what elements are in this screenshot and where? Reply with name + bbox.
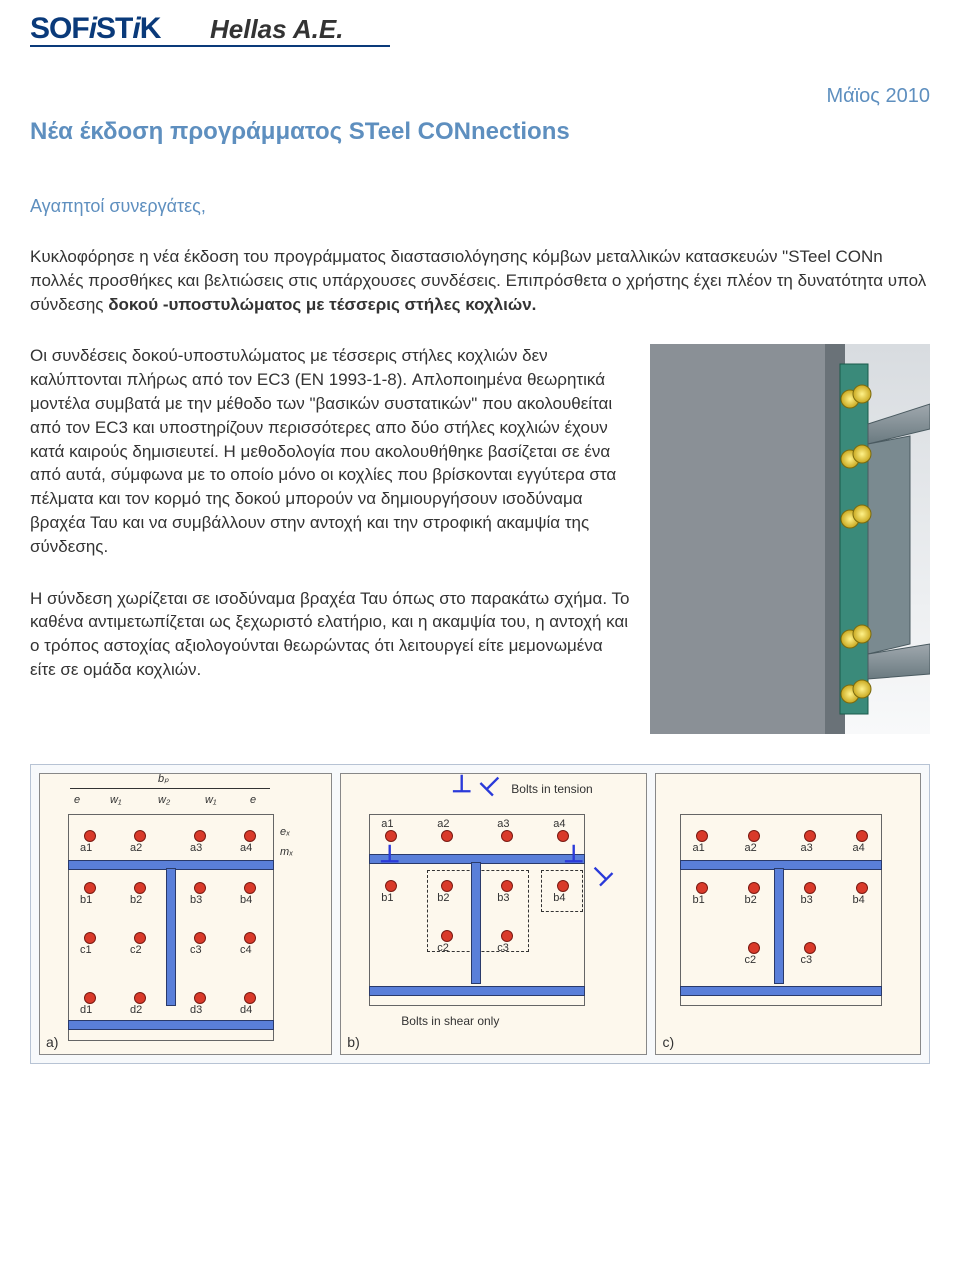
svg-text:Hellas A.E.: Hellas A.E.: [210, 14, 343, 44]
dim-w2: w₂: [158, 794, 170, 806]
page-title: Νέα έκδοση προγράμματος STeel CONnection…: [30, 118, 930, 146]
dim-e2: e: [250, 794, 256, 806]
lblc-b1: b1: [692, 894, 704, 906]
dim-bp: bₚ: [158, 772, 169, 785]
dim-e1: e: [74, 794, 80, 806]
connection-render: [650, 344, 930, 734]
annot-shear: Bolts in shear only: [401, 1014, 521, 1028]
lbl-b4: b4: [240, 894, 252, 906]
lbl-a2: a2: [130, 842, 142, 854]
lblc-a1: a1: [692, 842, 704, 854]
panel-a: bₚ e w₁ w₂ w₁ e a1 a2 a3 a4 eₓ mₓ b1 b2 …: [39, 773, 332, 1055]
date: Μάϊος 2010: [30, 85, 930, 108]
logo-svg: SOFiSTiK Hellas A.E.: [30, 10, 390, 50]
lblb-c3: c3: [497, 942, 509, 954]
lbl-c4: c4: [240, 944, 252, 956]
logo: SOFiSTiK Hellas A.E.: [30, 10, 930, 55]
dim-w1: w₁: [110, 794, 121, 806]
lblc-b2: b2: [744, 894, 756, 906]
lbl-b1: b1: [80, 894, 92, 906]
lblb-a2: a2: [437, 818, 449, 830]
lbl-d2: d2: [130, 1004, 142, 1016]
lbl-c2: c2: [130, 944, 142, 956]
lbl-b2: b2: [130, 894, 142, 906]
annot-tension: Bolts in tension: [511, 782, 592, 796]
greeting: Αγαπητοί συνεργάτες,: [30, 196, 930, 217]
intro-text-bold: δοκού -υποστυλώματος με τέσσερις στήλες …: [108, 295, 536, 314]
dim-mx: mₓ: [280, 846, 293, 858]
dim-w1b: w₁: [205, 794, 216, 806]
panel-b-label: b): [347, 1034, 359, 1050]
lbl-c1: c1: [80, 944, 92, 956]
diagram: bₚ e w₁ w₂ w₁ e a1 a2 a3 a4 eₓ mₓ b1 b2 …: [30, 764, 930, 1064]
lblb-c2: c2: [437, 942, 449, 954]
lbl-a4: a4: [240, 842, 252, 854]
svg-text:SOFiSTiK: SOFiSTiK: [30, 12, 162, 45]
lbl-a1: a1: [80, 842, 92, 854]
lblc-c3: c3: [800, 954, 812, 966]
lblc-b4: b4: [852, 894, 864, 906]
lbl-b3: b3: [190, 894, 202, 906]
paragraph-3: Η σύνδεση χωρίζεται σε ισοδύναμα βραχέα …: [30, 587, 630, 682]
panel-c: a1 a2 a3 a4 b1 b2 b3 b4 c2 c3 c): [655, 773, 921, 1055]
lbl-d1: d1: [80, 1004, 92, 1016]
dim-ex: eₓ: [280, 826, 290, 838]
paragraph-2: Οι συνδέσεις δοκού-υποστυλώματος με τέσσ…: [30, 344, 630, 558]
panel-b: Bolts in tension ⊥ ⊥ a1 a2 a3 a4 ⊥ ⊥ ⊥ b…: [340, 773, 647, 1055]
lblc-b3: b3: [800, 894, 812, 906]
lblb-b1: b1: [381, 892, 393, 904]
panel-c-label: c): [662, 1034, 674, 1050]
lblc-a2: a2: [744, 842, 756, 854]
lbl-d4: d4: [240, 1004, 252, 1016]
lbl-a3: a3: [190, 842, 202, 854]
lbl-d3: d3: [190, 1004, 202, 1016]
lblc-a3: a3: [800, 842, 812, 854]
lbl-c3: c3: [190, 944, 202, 956]
panel-a-label: a): [46, 1034, 58, 1050]
lblb-a3: a3: [497, 818, 509, 830]
lblc-c2: c2: [744, 954, 756, 966]
lblb-a4: a4: [553, 818, 565, 830]
intro-paragraph: Κυκλοφόρησε η νέα έκδοση του προγράμματο…: [30, 245, 930, 316]
lblc-a4: a4: [852, 842, 864, 854]
lblb-a1: a1: [381, 818, 393, 830]
